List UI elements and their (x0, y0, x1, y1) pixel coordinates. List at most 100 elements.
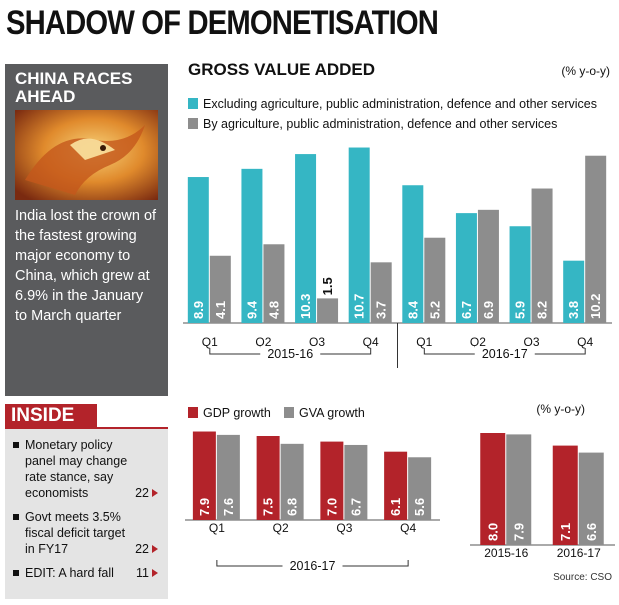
value-label: 7.0 (324, 498, 339, 516)
group-label-bg (474, 346, 535, 360)
value-label: 6.9 (481, 301, 496, 319)
bar (408, 457, 432, 520)
bar (344, 444, 368, 520)
inside-item[interactable]: EDIT: A hard fall 11 (13, 565, 162, 581)
group-label-bg (282, 558, 343, 572)
legend-swatch (188, 118, 198, 129)
value-label: 6.6 (584, 523, 599, 541)
legend-label: GDP growth (203, 406, 271, 420)
bar (477, 209, 499, 323)
x-tick-label: Q3 (309, 335, 325, 349)
group-bracket (423, 348, 586, 355)
legend-swatch (188, 98, 198, 109)
inside-item[interactable]: Govt meets 3.5% fiscal deficit target in… (13, 509, 162, 557)
source: Source: CSO (553, 572, 612, 583)
value-label: 1.5 (320, 277, 335, 295)
value-label: 10.7 (352, 294, 367, 319)
inside-heading: INSIDE (5, 404, 97, 428)
legend-swatch (284, 407, 294, 418)
sidebar: CHINA RACES AHEAD India lost the crown o… (5, 64, 168, 396)
bar (348, 147, 370, 323)
x-tick-label: Q4 (400, 521, 416, 535)
bar (563, 260, 585, 323)
value-label: 10.2 (588, 294, 603, 319)
value-label: 8.0 (485, 523, 500, 541)
value-label: 5.9 (513, 301, 528, 319)
x-tick-label: Q1 (416, 335, 432, 349)
bar (384, 451, 408, 520)
bar (295, 154, 317, 323)
legend-swatch (188, 407, 198, 418)
legend-label: By agriculture, public administration, d… (203, 117, 557, 131)
bar (317, 298, 339, 323)
bar (370, 262, 392, 323)
group-label-bg (260, 346, 321, 360)
bar (509, 226, 531, 323)
unit-label: (% y-o-y) (536, 402, 585, 416)
bar (256, 436, 280, 520)
item-text: EDIT: A hard fall (25, 566, 114, 580)
page-ref: 22 (135, 485, 158, 501)
bar (263, 244, 285, 323)
sidebar-heading: CHINA RACES AHEAD (15, 69, 133, 106)
chart-title: GROSS VALUE ADDED (188, 60, 375, 79)
x-tick-label: Q2 (273, 521, 289, 535)
inside-item[interactable]: Monetary policy panel may change rate st… (13, 437, 162, 501)
value-label: 4.8 (266, 301, 281, 319)
x-tick-label: Q1 (202, 335, 218, 349)
bar (424, 237, 446, 323)
page-ref: 22 (135, 541, 158, 557)
x-tick-label: Q2 (470, 335, 486, 349)
bar (280, 443, 304, 520)
item-text: Govt meets 3.5% fiscal deficit target in… (25, 510, 126, 556)
value-label: 6.8 (285, 498, 300, 516)
group-bracket (209, 348, 372, 355)
value-label: 7.9 (197, 498, 212, 516)
sidebar-text: India lost the crown of the fastest grow… (15, 208, 157, 324)
bar (209, 255, 231, 323)
value-label: 7.5 (261, 498, 276, 516)
bar (402, 185, 424, 323)
inside-list: Monetary policy panel may change rate st… (5, 429, 168, 599)
value-label: 6.1 (388, 498, 403, 516)
x-tick-label: Q3 (524, 335, 540, 349)
value-label: 4.1 (213, 301, 228, 319)
group-label: 2016-17 (482, 347, 528, 361)
x-tick-label: Q3 (336, 521, 352, 535)
bar (216, 434, 240, 520)
value-label: 7.1 (558, 523, 573, 541)
value-label: 7.6 (221, 498, 236, 516)
value-label: 5.6 (412, 498, 427, 516)
value-label: 6.7 (348, 498, 363, 516)
x-tick-label: Q4 (363, 335, 379, 349)
bar (192, 431, 216, 520)
value-label: 10.3 (298, 294, 313, 319)
value-label: 8.4 (405, 300, 420, 319)
value-label: 8.9 (191, 301, 206, 319)
value-label: 6.7 (459, 301, 474, 319)
value-label: 8.2 (535, 301, 550, 319)
group-label: 2015-16 (267, 347, 313, 361)
x-tick-label: Q4 (577, 335, 593, 349)
legend-label: GVA growth (299, 406, 365, 420)
page-title: SHADOW OF DEMONETISATION (6, 4, 439, 42)
value-label: 7.9 (511, 523, 526, 541)
dragon-image (15, 110, 158, 200)
bar (187, 177, 209, 323)
bar (506, 434, 532, 545)
rule (5, 427, 168, 429)
x-tick-label: Q1 (209, 521, 225, 535)
group-bracket (216, 560, 409, 567)
bar (552, 445, 578, 545)
x-tick-label: 2016-17 (557, 546, 601, 560)
unit-label: (% y-o-y) (561, 64, 610, 78)
page-ref: 11 (136, 565, 158, 581)
bar (455, 213, 477, 323)
value-label: 5.2 (427, 301, 442, 319)
value-label: 3.8 (566, 301, 581, 319)
x-tick-label: Q2 (255, 335, 271, 349)
bar (578, 452, 604, 545)
value-label: 9.4 (244, 300, 259, 319)
group-label: 2016-17 (290, 559, 336, 573)
